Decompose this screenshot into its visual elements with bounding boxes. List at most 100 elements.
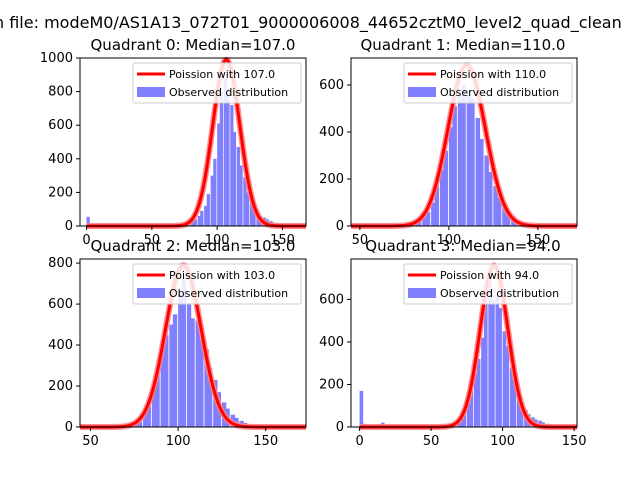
histogram-bar: [143, 412, 148, 427]
y-tick-label: 200: [48, 379, 73, 394]
histogram-bar: [207, 367, 213, 427]
histogram-bar: [213, 158, 217, 226]
histogram-bar: [431, 202, 436, 226]
histogram-bar: [232, 131, 237, 226]
axes-frame: [350, 258, 578, 428]
x-tick-label: 0: [355, 434, 363, 449]
histogram-bar: [230, 105, 234, 226]
x-tick-label: 50: [423, 434, 440, 449]
subplot-title: Quadrant 2: Median=103.0: [91, 237, 296, 255]
histogram-bar: [509, 367, 514, 427]
y-tick-label: 200: [48, 185, 73, 200]
x-tick-label: 50: [82, 434, 99, 449]
histogram-bar: [223, 78, 227, 226]
x-tick-label: 150: [525, 233, 550, 248]
histogram-bar: [474, 373, 478, 427]
histogram-bar: [160, 349, 165, 427]
histogram-bar: [498, 307, 502, 427]
histogram-bar: [236, 147, 241, 226]
histogram-bar: [448, 127, 454, 226]
x-tick-label: 0: [82, 233, 90, 248]
histogram-bar: [519, 403, 524, 427]
histogram-bar: [199, 338, 204, 427]
histogram-bar: [484, 155, 489, 226]
y-tick-label: 400: [319, 335, 344, 350]
histogram-bar: [484, 299, 488, 427]
histogram-bar: [181, 279, 186, 427]
histogram-bar: [495, 295, 500, 427]
x-tick-label: 150: [253, 434, 278, 449]
legend-entry-poisson: Poission with 107.0: [169, 68, 275, 81]
histogram-bar: [470, 99, 475, 226]
histogram-bar: [434, 186, 440, 226]
histogram-bar: [461, 85, 466, 226]
histogram-bar: [151, 390, 157, 427]
histogram-bar: [197, 215, 201, 226]
histogram-bar: [204, 349, 209, 427]
histogram-bar: [178, 293, 183, 427]
y-tick-label: 200: [319, 377, 344, 392]
legend-box: [132, 62, 302, 104]
axes-frame: [350, 57, 578, 227]
histogram-bar: [206, 194, 210, 226]
figure-suptitle: n file: modeM0/AS1A13_072T01_9000006008_…: [0, 13, 622, 33]
y-tick-label: 600: [319, 78, 344, 93]
y-tick-label: 0: [336, 219, 344, 234]
histogram-bar: [359, 390, 364, 427]
histogram-bar: [457, 94, 463, 226]
legend-entry-poisson: Poission with 110.0: [440, 68, 546, 81]
x-tick-label: 100: [490, 434, 515, 449]
histogram-bar: [466, 403, 471, 427]
legend-entry-observed: Observed distribution: [169, 287, 288, 300]
y-tick-label: 800: [48, 256, 73, 271]
histogram-bar: [425, 211, 431, 226]
legend-entry-poisson: Poission with 94.0: [440, 269, 539, 282]
histogram-bar: [462, 412, 467, 427]
histogram-bar: [505, 346, 510, 427]
histogram-bar: [496, 197, 502, 226]
subplot-title: Quadrant 1: Median=110.0: [361, 36, 566, 54]
y-tick-label: 1000: [40, 51, 73, 66]
histogram-bar: [219, 91, 224, 226]
histogram-bar: [200, 210, 204, 226]
y-tick-label: 800: [48, 85, 73, 100]
histogram-bar: [491, 299, 495, 427]
legend-entry-observed: Observed distribution: [440, 86, 559, 99]
histogram-bar: [493, 186, 498, 226]
histogram-bar: [243, 177, 247, 226]
histogram-bar: [488, 171, 493, 226]
histogram-bar: [476, 358, 481, 427]
legend-box: [403, 263, 573, 305]
y-tick-label: 200: [319, 172, 344, 187]
histogram-bar: [452, 106, 457, 226]
subplot-quadrant-1: Quadrant 1: Median=110.0 50 100 150 0 200 400…: [319, 36, 580, 248]
x-tick-label: 50: [352, 233, 369, 248]
legend-bar-swatch: [137, 87, 165, 97]
x-tick-label: 150: [562, 434, 587, 449]
x-tick-label: 100: [205, 233, 230, 248]
x-tick-label: 50: [144, 233, 161, 248]
histogram-bar: [204, 205, 208, 226]
histogram-bar: [512, 380, 517, 427]
legend-box: [403, 62, 573, 104]
histogram-bar: [155, 373, 160, 427]
histogram-bar: [226, 88, 230, 227]
legend-box: [132, 263, 302, 305]
y-tick-label: 0: [336, 420, 344, 435]
histogram-bar: [210, 175, 214, 226]
y-tick-label: 400: [319, 125, 344, 140]
histogram-bar: [217, 123, 221, 226]
histogram-bar: [479, 139, 484, 226]
histogram-bar: [439, 169, 445, 226]
subplot-quadrant-3: Quadrant 3: Median=94.0 0 50 100 150 0 200 400…: [319, 237, 586, 449]
subplot-title: Quadrant 0: Median=107.0: [91, 36, 296, 54]
histogram-bar: [502, 331, 507, 427]
histogram-bar: [245, 192, 250, 226]
y-tick-label: 600: [48, 297, 73, 312]
histogram-bar: [475, 117, 481, 226]
legend-bar-swatch: [408, 288, 436, 298]
histogram-bar: [239, 165, 243, 226]
y-tick-label: 600: [48, 118, 73, 133]
histogram-bar: [252, 207, 256, 226]
